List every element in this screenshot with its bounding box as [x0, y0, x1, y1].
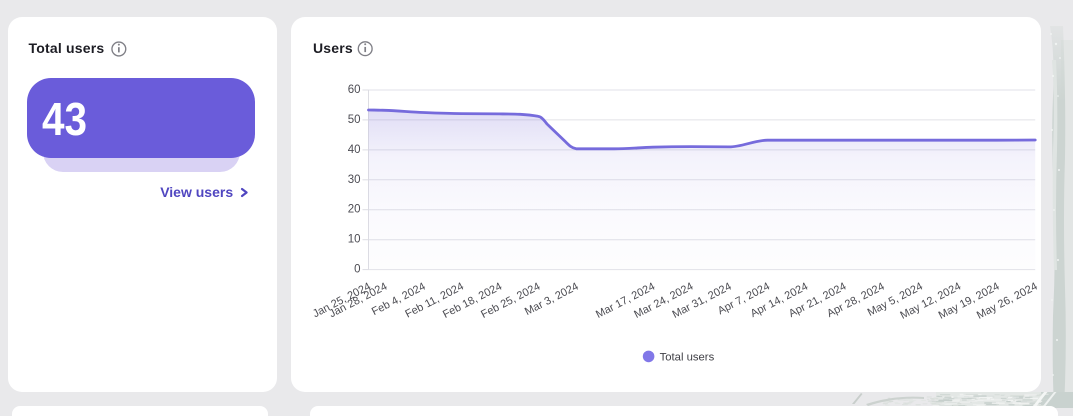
svg-text:40: 40	[348, 144, 361, 156]
svg-text:20: 20	[348, 204, 361, 216]
svg-text:30: 30	[348, 174, 361, 186]
svg-text:10: 10	[348, 234, 361, 246]
svg-text:Total users: Total users	[660, 351, 715, 363]
svg-text:0: 0	[354, 264, 360, 276]
svg-text:60: 60	[348, 84, 361, 96]
svg-text:50: 50	[348, 114, 361, 126]
